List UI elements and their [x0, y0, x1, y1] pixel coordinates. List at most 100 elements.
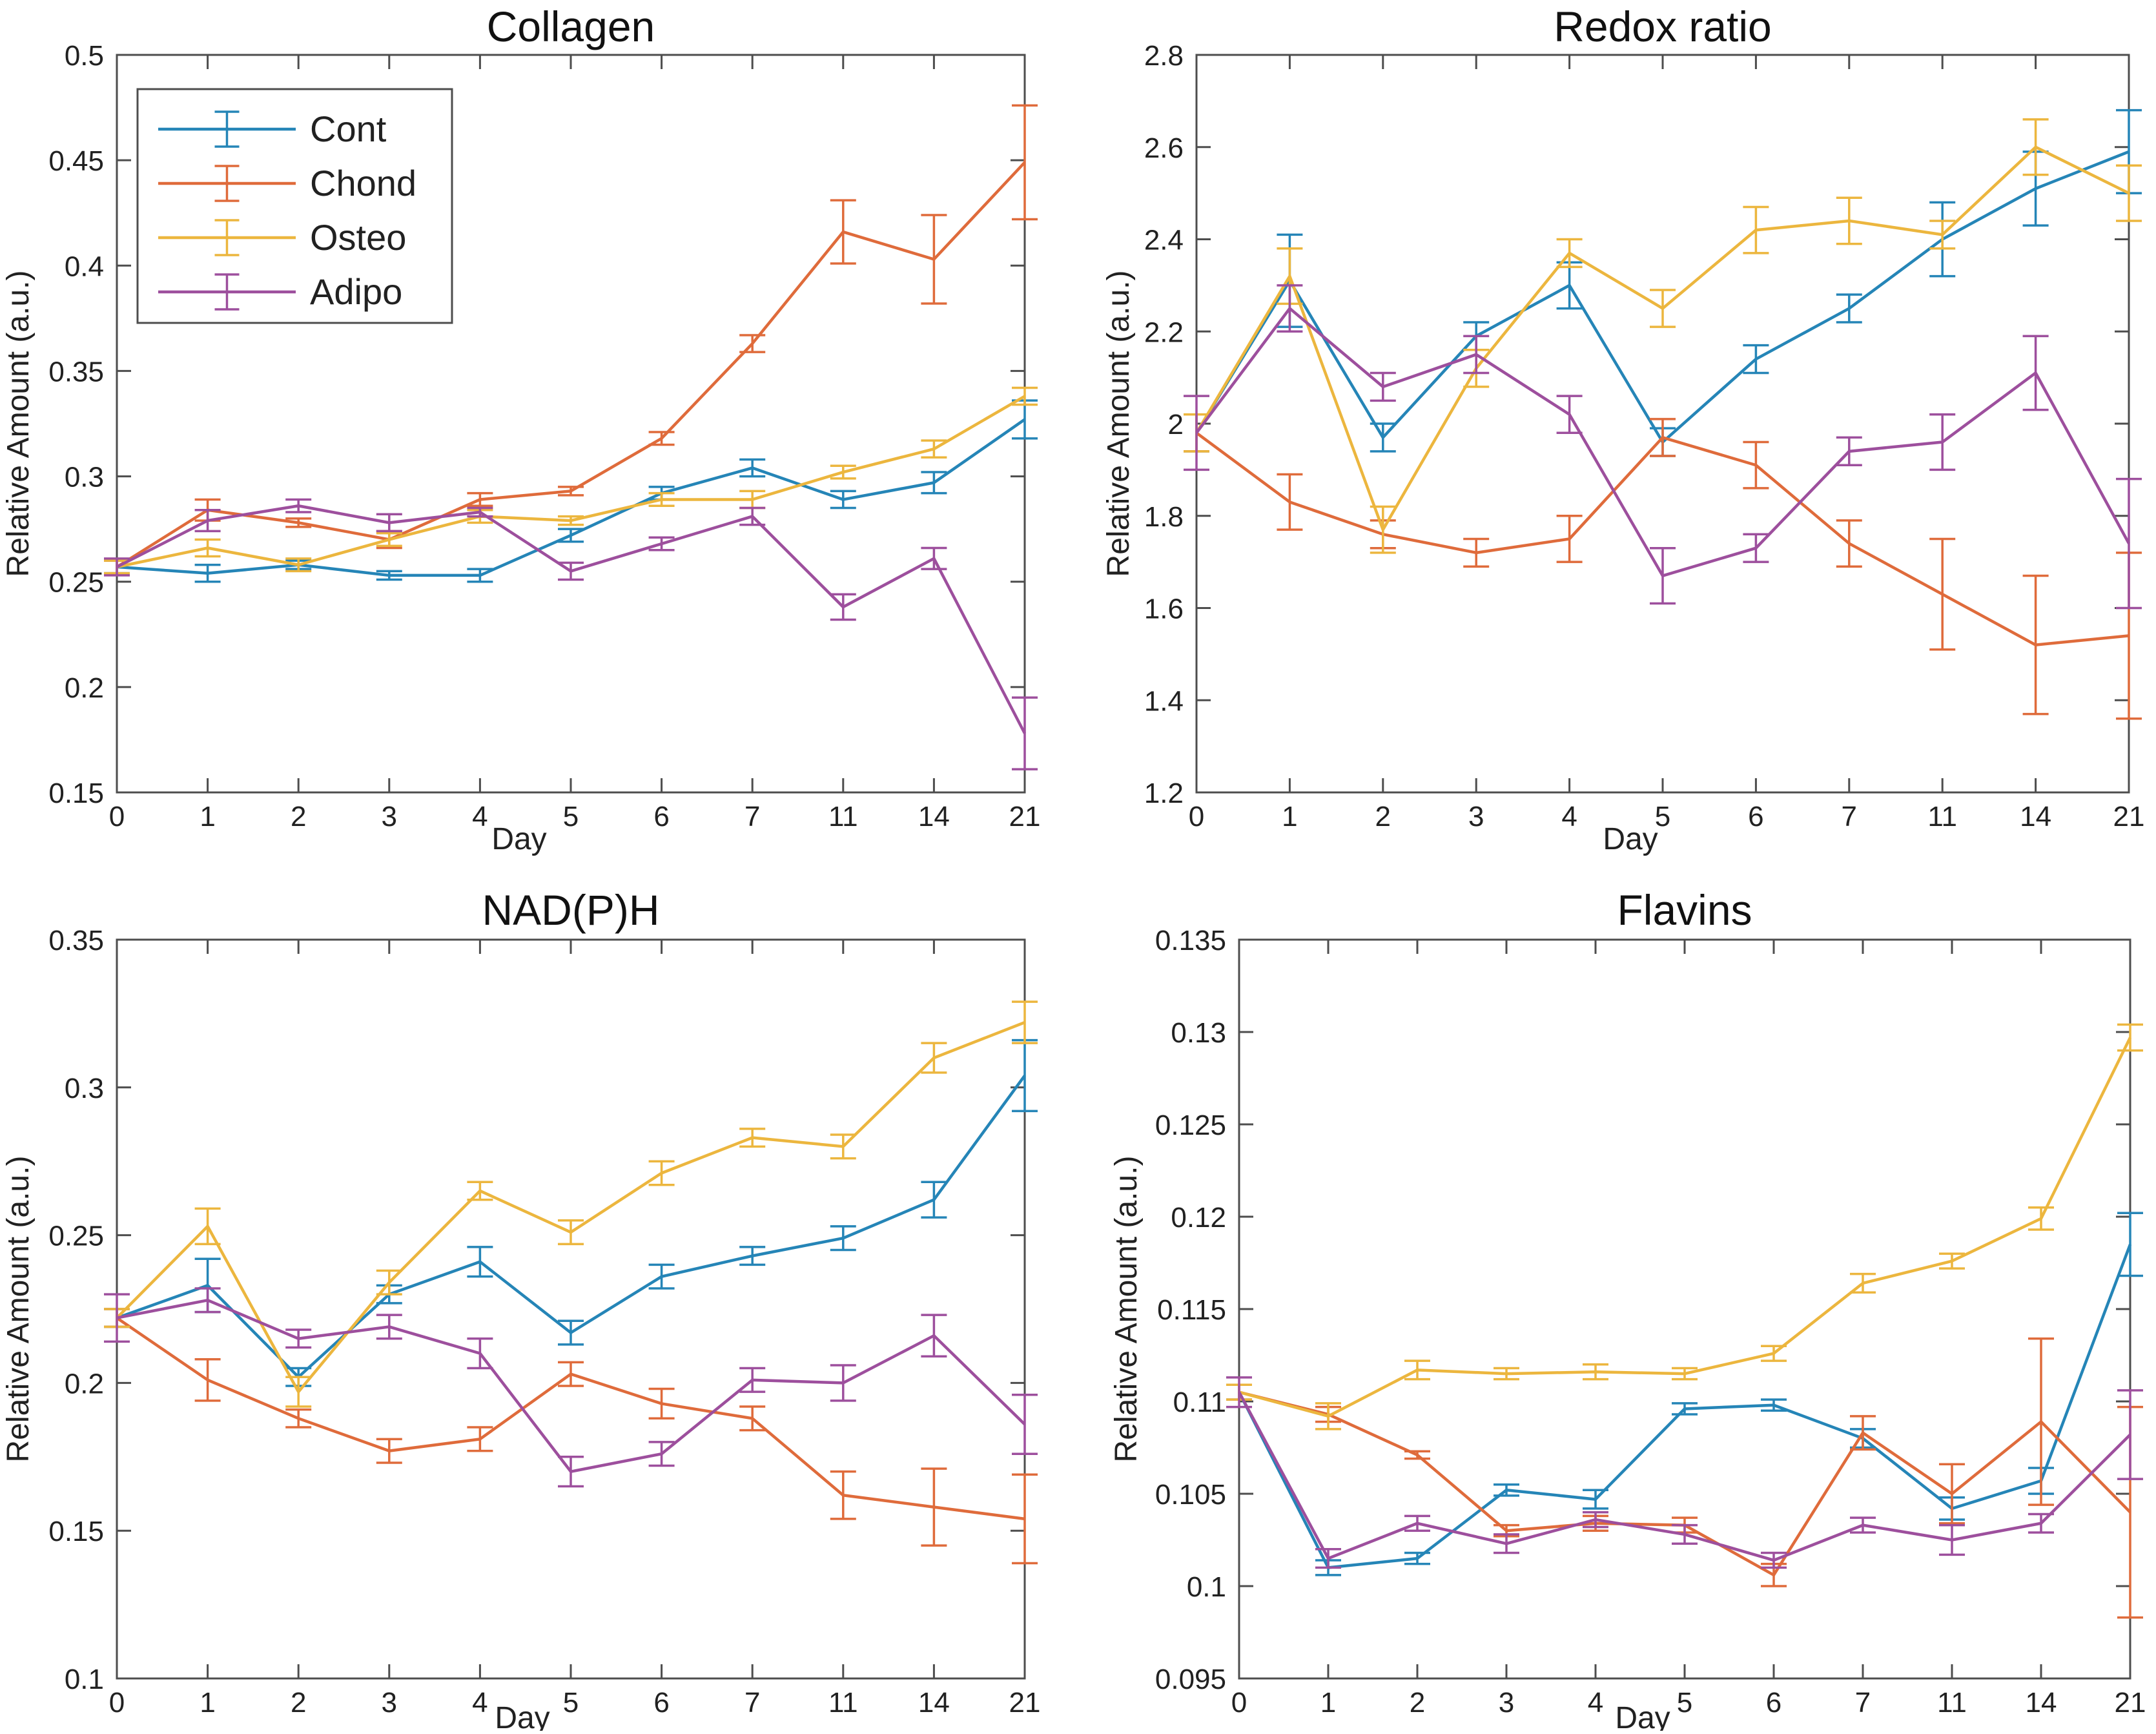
- y-tick-label: 1.6: [1144, 593, 1184, 625]
- series-chond: [1184, 413, 2142, 720]
- x-tick-label: 11: [828, 801, 858, 832]
- y-tick-label: 0.35: [48, 356, 104, 387]
- y-tick-label: 1.8: [1144, 501, 1184, 533]
- y-tick-label: 0.3: [65, 1073, 104, 1104]
- y-tick-label: 0.125: [1155, 1110, 1226, 1141]
- x-tick-label: 11: [828, 1687, 858, 1719]
- y-tick-label: 0.3: [65, 462, 104, 493]
- x-tick-label: 14: [918, 1687, 950, 1719]
- y-tick-label: 2: [1168, 409, 1184, 440]
- chart-title: NAD(P)H: [482, 886, 660, 934]
- data-line: [116, 1021, 1025, 1394]
- y-tick-label: 0.1: [1187, 1571, 1226, 1603]
- series-adipo: [104, 498, 1038, 770]
- y-tick-label: 0.2: [65, 672, 104, 704]
- x-tick-label: 21: [2115, 1687, 2146, 1719]
- x-tick-label: 5: [563, 1687, 579, 1719]
- chart-redox: 1.2 1.4 1.6 1.8 2 2.2 2.4 2.6 2.8 0 1 2 3 4 5 6 7 11 14 21 R…: [1102, 3, 2144, 856]
- y-tick-label: 1.4: [1144, 685, 1184, 717]
- series-chond: [104, 1308, 1038, 1565]
- x-tick-label: 6: [653, 801, 669, 832]
- legend-label: Chond: [310, 163, 416, 203]
- y-tick-label: 0.135: [1155, 925, 1226, 956]
- data-line: [116, 1075, 1026, 1379]
- x-tick-label: 3: [1468, 801, 1484, 832]
- x-tick-label: 2: [1410, 1687, 1425, 1719]
- series-cont: [1184, 108, 2142, 457]
- legend-box: [136, 88, 453, 324]
- chart-flavins: 0.095 0.1 0.105 0.11 0.115 0.12 0.125 0.13 0.135…: [1109, 886, 2146, 1734]
- x-tick-label: 0: [109, 1687, 125, 1719]
- plot-box: [1238, 938, 2131, 1680]
- x-tick-label: 1: [1282, 801, 1297, 832]
- series-adipo: [1184, 284, 2142, 610]
- x-tick-label: 14: [2026, 1687, 2057, 1719]
- series-osteo: [104, 386, 1038, 575]
- x-tick-label: 21: [1009, 801, 1041, 832]
- x-tick-label: 4: [472, 1687, 488, 1719]
- data-line: [116, 504, 1026, 734]
- data-line: [116, 418, 1026, 577]
- data-line: [1195, 307, 2130, 577]
- legend-item-cont: Cont: [158, 108, 387, 149]
- x-axis-label: Day: [1603, 822, 1658, 856]
- series-cont: [104, 1038, 1038, 1387]
- y-tick-label: 0.1: [65, 1664, 104, 1695]
- y-tick-label: 0.2: [65, 1368, 104, 1399]
- y-axis-label: Relative Amount (a.u.): [1, 1156, 36, 1463]
- data-line: [116, 1299, 1026, 1473]
- x-tick-label: 11: [1927, 801, 1957, 832]
- x-tick-label: 5: [563, 801, 579, 832]
- chart-title: Redox ratio: [1554, 3, 1772, 50]
- data-line: [116, 1316, 1025, 1521]
- x-tick-label: 5: [1677, 1687, 1692, 1719]
- x-axis-label: Day: [1615, 1701, 1670, 1731]
- data-line: [116, 395, 1026, 569]
- y-tick-label: 0.45: [48, 145, 104, 177]
- y-tick-label: 1.2: [1144, 778, 1184, 809]
- y-axis-label: Relative Amount (a.u.): [1102, 271, 1136, 577]
- x-tick-label: 7: [744, 801, 760, 832]
- x-axis-label: Day: [495, 1701, 549, 1731]
- y-tick-label: 2.4: [1144, 225, 1184, 256]
- y-tick-label: 0.5: [65, 40, 104, 72]
- y-tick-label: 0.12: [1171, 1202, 1226, 1233]
- y-tick-label: 0.35: [48, 925, 104, 956]
- x-tick-label: 3: [1499, 1687, 1514, 1719]
- x-tick-label: 0: [1231, 1687, 1247, 1719]
- y-axis-label: Relative Amount (a.u.): [1109, 1156, 1144, 1463]
- x-tick-label: 11: [1937, 1687, 1967, 1719]
- y-tick-label: 2.8: [1144, 40, 1184, 72]
- legend-label: Osteo: [310, 217, 406, 258]
- x-tick-label: 21: [1009, 1687, 1041, 1719]
- y-tick-label: 0.25: [48, 1221, 104, 1252]
- y-tick-label: 0.4: [65, 251, 104, 282]
- x-tick-label: 1: [200, 1687, 215, 1719]
- data-line: [1237, 1244, 2132, 1569]
- series-chond: [1226, 1337, 2143, 1619]
- x-tick-label: 7: [744, 1687, 760, 1719]
- legend-label: Adipo: [310, 271, 402, 312]
- x-tick-label: 6: [653, 1687, 669, 1719]
- x-tick-label: 3: [382, 1687, 397, 1719]
- series-osteo: [104, 1000, 1038, 1408]
- x-tick-label: 1: [200, 801, 215, 832]
- x-tick-label: 5: [1655, 801, 1670, 832]
- x-tick-label: 3: [382, 801, 397, 832]
- y-tick-label: 0.13: [1171, 1017, 1226, 1049]
- legend-label: Cont: [310, 108, 387, 149]
- y-tick-label: 2.2: [1144, 316, 1184, 348]
- x-tick-label: 4: [1588, 1687, 1603, 1719]
- series-adipo: [104, 1287, 1038, 1488]
- chart-title: Collagen: [487, 3, 655, 50]
- data-line: [1238, 1390, 2131, 1577]
- series-osteo: [1226, 1023, 2143, 1430]
- x-tick-label: 14: [918, 801, 950, 832]
- x-tick-label: 2: [1375, 801, 1391, 832]
- x-tick-label: 0: [109, 801, 125, 832]
- series-osteo: [1184, 118, 2142, 554]
- y-tick-label: 0.15: [48, 778, 104, 809]
- legend: Cont Chond Osteo Adipo: [136, 88, 453, 324]
